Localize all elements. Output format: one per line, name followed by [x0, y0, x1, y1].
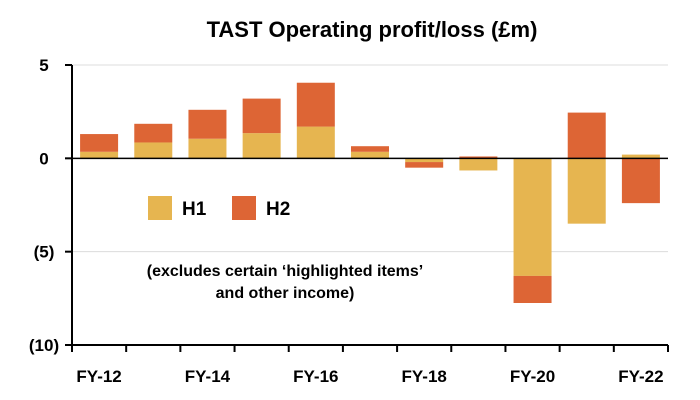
bar-h2-fy-14	[188, 109, 227, 139]
bar-h1-fy-22	[621, 154, 660, 159]
legend-label-h1: H1	[182, 199, 207, 220]
bar-h1-fy-16	[296, 126, 335, 159]
x-tick-label: FY-22	[618, 367, 663, 386]
annotation-line: and other income)	[216, 285, 355, 302]
bar-h1-fy-15	[242, 133, 281, 159]
bar-h2-fy-19	[459, 156, 498, 159]
bar-h2-fy-15	[242, 98, 281, 134]
y-tick-label: (10)	[29, 336, 59, 355]
legend: H1 H2	[148, 196, 290, 220]
x-tick-label: FY-20	[510, 367, 555, 386]
bar-h2-fy-20	[513, 275, 552, 303]
bar-h2-fy-17	[351, 146, 389, 152]
bar-h2-fy-12	[80, 134, 119, 152]
bar-h2-fy-21	[567, 112, 606, 159]
annotation-line: (excludes certain ‘highlighted items’	[147, 263, 424, 280]
x-tick-label: FY-18	[402, 367, 447, 386]
legend-label-h2: H2	[266, 199, 290, 220]
x-tick-label: FY-12	[76, 367, 121, 386]
legend-swatch-h1	[148, 196, 172, 220]
y-tick-label: (5)	[34, 243, 55, 262]
bar-h1-fy-12	[80, 151, 119, 159]
x-tick-label: FY-14	[185, 367, 231, 386]
chart-title: TAST Operating profit/loss (£m)	[207, 17, 538, 42]
bar-h1-fy-19	[459, 158, 498, 171]
bar-h1-fy-14	[188, 138, 227, 159]
bar-h2-fy-18	[405, 162, 444, 168]
bar-h2-fy-16	[296, 82, 335, 127]
bar-h1-fy-17	[351, 151, 389, 159]
bar-h2-fy-22	[621, 158, 660, 204]
x-tick-labels: FY-12 FY-14 FY-16 FY-18 FY-20 FY-22	[76, 367, 663, 386]
bar-h2-fy-13	[134, 123, 173, 143]
bar-h1-fy-18	[405, 158, 444, 163]
bar-h1-fy-21	[567, 158, 606, 224]
annotation: (excludes certain ‘highlighted items’ and…	[147, 263, 424, 302]
y-tick-label: 0	[39, 149, 48, 168]
bars-group	[80, 82, 660, 303]
axes	[65, 64, 669, 352]
y-tick-labels: 5 0 (5) (10)	[29, 56, 59, 355]
bar-h1-fy-13	[134, 142, 173, 159]
y-tick-label: 5	[39, 56, 48, 75]
bar-h1-fy-20	[513, 158, 552, 276]
x-tick-label: FY-16	[293, 367, 338, 386]
legend-swatch-h2	[232, 196, 256, 220]
